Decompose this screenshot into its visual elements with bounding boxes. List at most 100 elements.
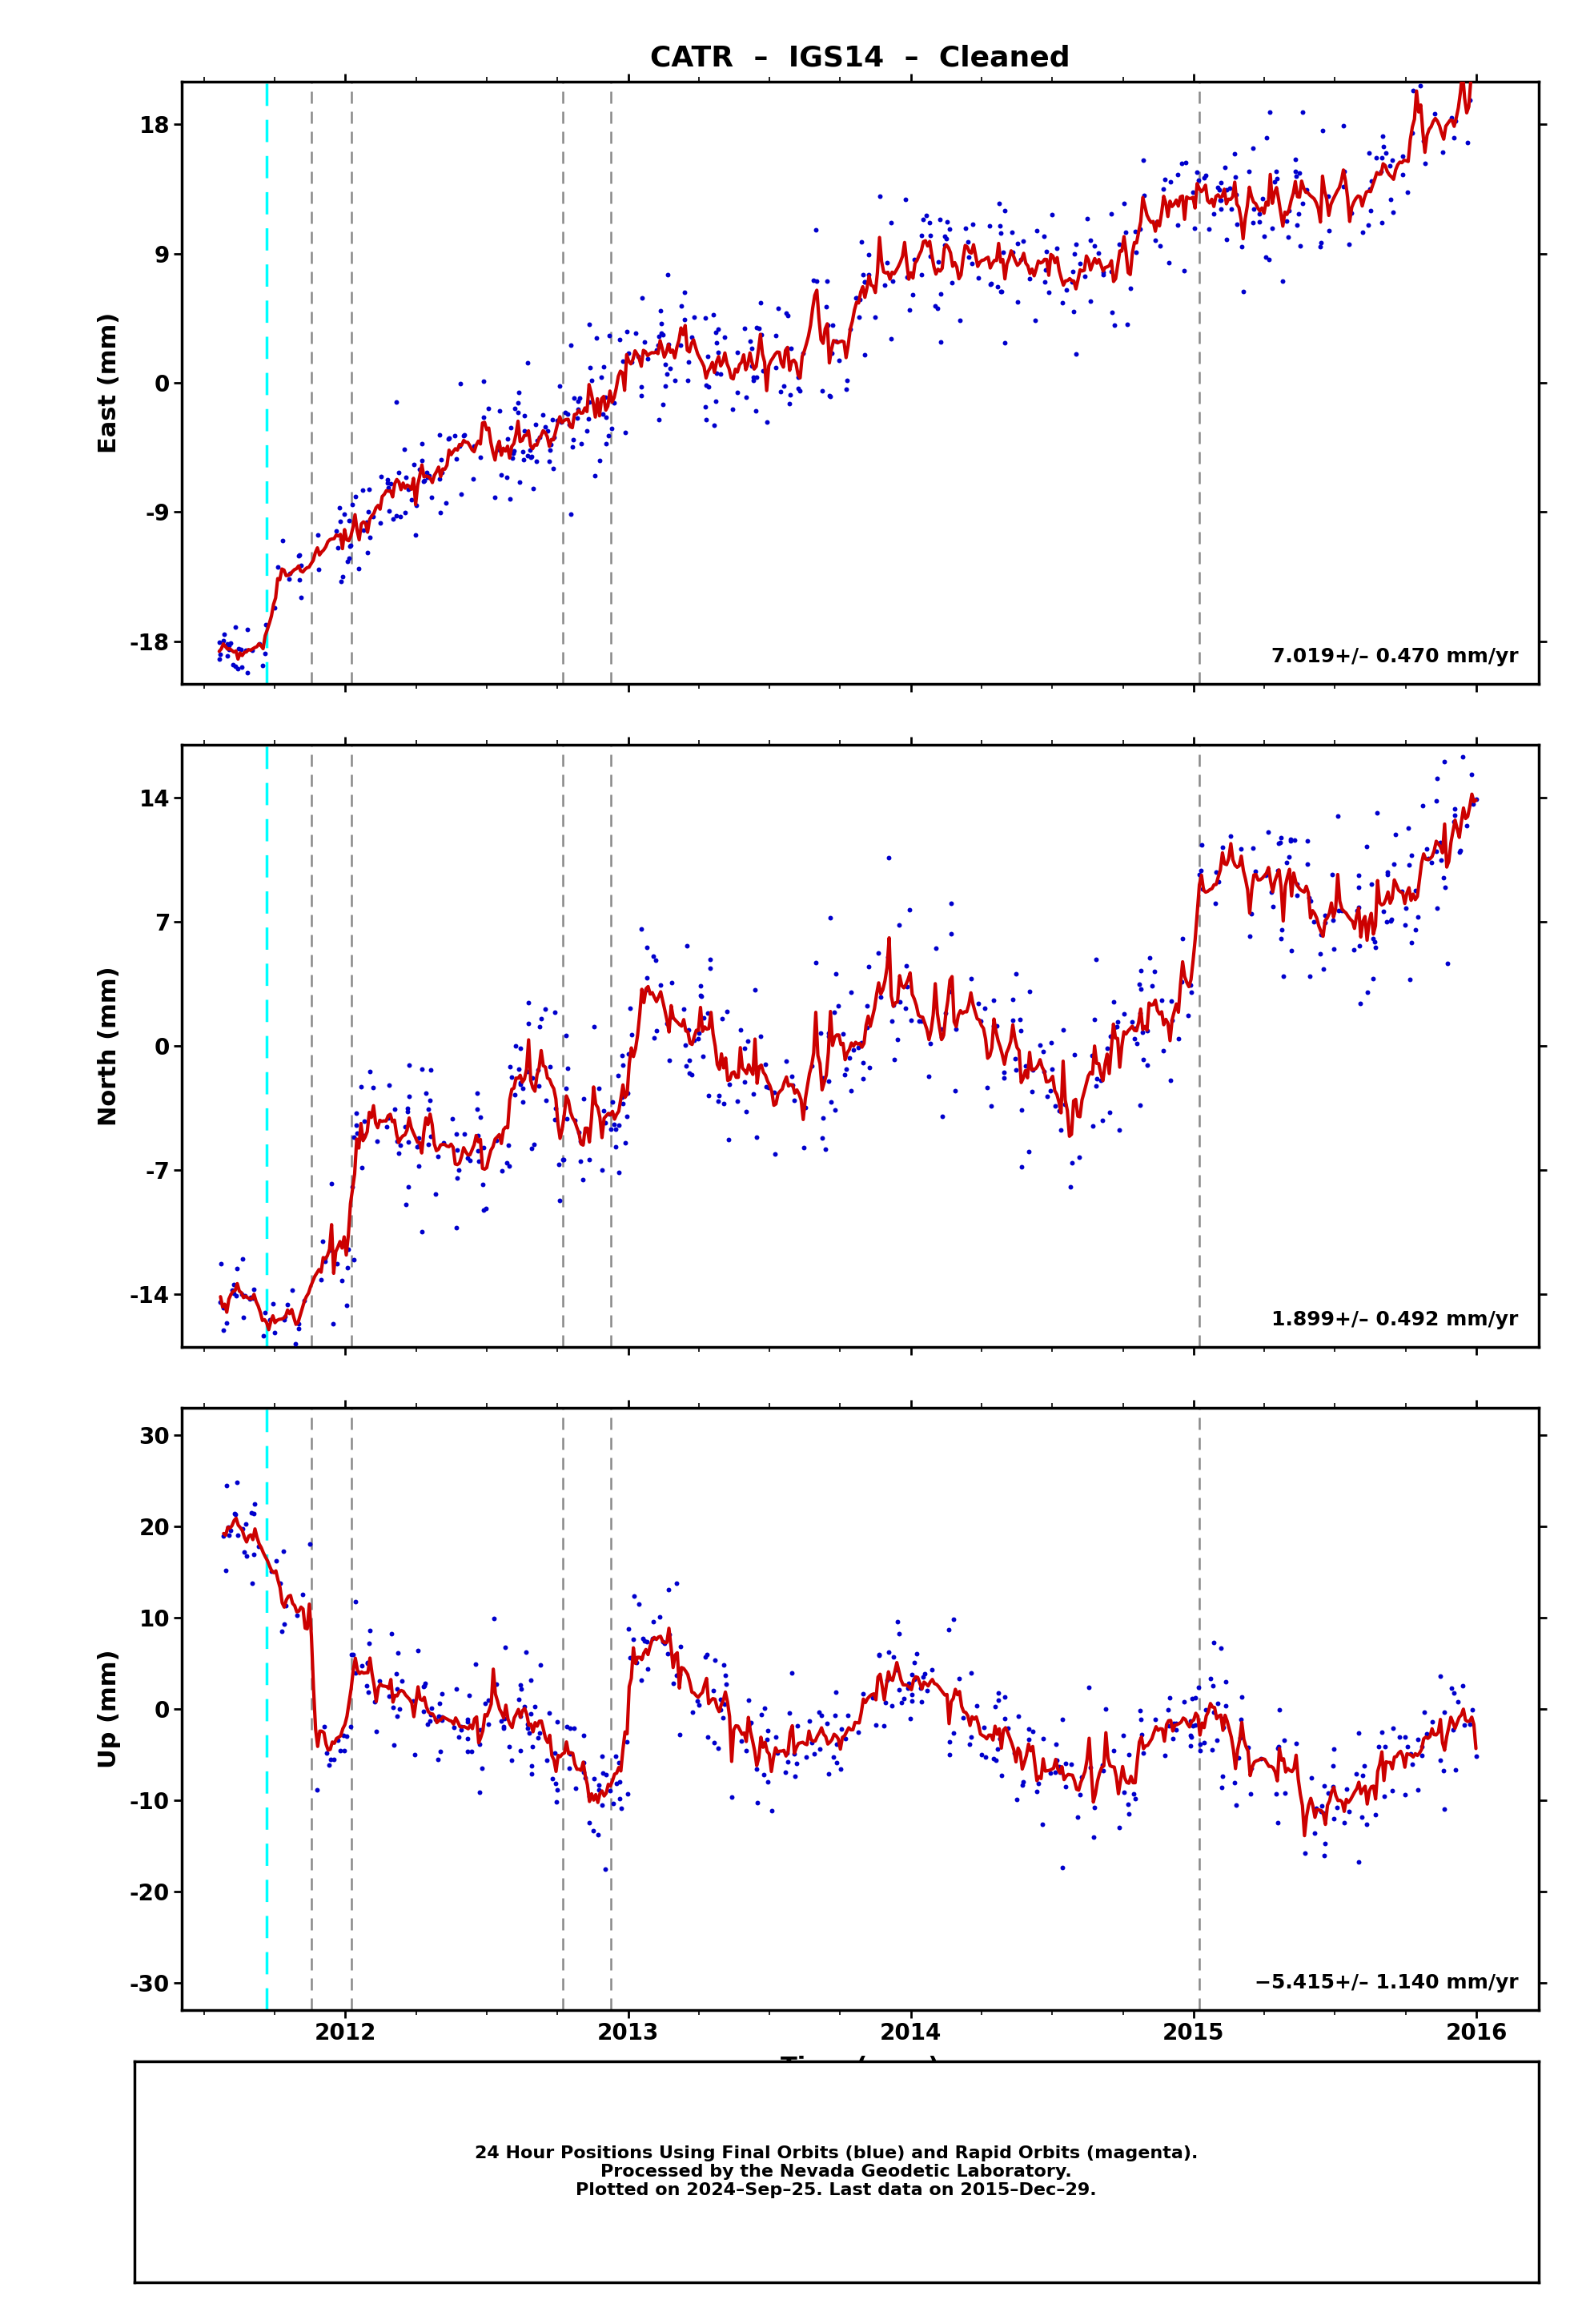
Point [350, 472, 376, 509]
Point [849, 1025, 874, 1062]
Point [499, 1060, 524, 1097]
Point [544, 1771, 570, 1808]
Point [693, 388, 718, 425]
Point [964, 1687, 989, 1724]
Point [273, 1297, 298, 1334]
Point [745, 1785, 770, 1822]
Point [720, 1778, 745, 1815]
Point [216, 632, 241, 669]
Point [585, 1817, 611, 1855]
Point [1150, 170, 1176, 207]
Point [655, 1004, 680, 1041]
Point [262, 588, 287, 625]
Point [342, 1655, 368, 1692]
Point [1458, 49, 1483, 86]
Point [1043, 1727, 1068, 1764]
Point [339, 486, 365, 523]
Point [887, 906, 912, 944]
Point [1221, 1764, 1247, 1801]
Point [857, 256, 882, 293]
Point [1223, 1787, 1248, 1824]
Point [937, 209, 963, 246]
Point [1433, 869, 1458, 906]
Point [290, 1576, 316, 1613]
Point [874, 244, 899, 281]
Point [1124, 1009, 1149, 1046]
Point [429, 1676, 454, 1713]
Point [925, 244, 950, 281]
Point [338, 528, 363, 565]
Point [915, 1671, 940, 1708]
Point [674, 927, 699, 964]
Point [814, 263, 839, 300]
Point [596, 316, 622, 353]
Point [966, 260, 991, 297]
Point [619, 344, 644, 381]
Point [1400, 1745, 1425, 1783]
Point [256, 1339, 281, 1376]
Point [701, 407, 726, 444]
Point [1414, 830, 1439, 867]
Point [1184, 1706, 1209, 1743]
Point [454, 1720, 480, 1757]
Point [238, 1278, 264, 1315]
Point [235, 611, 260, 648]
Point [1177, 1717, 1202, 1755]
Point [1237, 918, 1262, 955]
Point [1321, 1769, 1346, 1806]
Point [1112, 184, 1138, 221]
Point [634, 1622, 660, 1659]
Point [939, 265, 964, 302]
Point [797, 1703, 822, 1741]
Point [420, 479, 445, 516]
Point [486, 432, 511, 469]
Point [511, 442, 537, 479]
Point [732, 1030, 757, 1067]
Point [224, 1278, 249, 1315]
Point [215, 625, 240, 662]
Point [497, 481, 522, 518]
Point [1144, 202, 1169, 239]
Point [667, 1655, 693, 1692]
Point [399, 481, 424, 518]
Point [644, 1013, 669, 1050]
Point [412, 462, 437, 500]
Point [1231, 274, 1256, 311]
Point [825, 342, 851, 379]
Point [1131, 1734, 1157, 1771]
Point [1283, 142, 1308, 179]
Point [568, 1143, 593, 1181]
Point [1212, 149, 1237, 186]
Point [396, 472, 421, 509]
Point [1190, 825, 1215, 862]
Point [1338, 195, 1363, 232]
Point [385, 1671, 410, 1708]
Point [1117, 1736, 1142, 1773]
Point [268, 1564, 294, 1601]
Point [701, 1671, 726, 1708]
Point [663, 363, 688, 400]
Point [808, 1016, 833, 1053]
Point [966, 985, 991, 1023]
Point [1005, 225, 1030, 263]
Point [1303, 1789, 1329, 1827]
Point [881, 985, 906, 1023]
Point [1011, 223, 1037, 260]
Point [754, 1764, 780, 1801]
Point [1213, 221, 1239, 258]
Point [983, 1687, 1008, 1724]
Point [1193, 156, 1218, 193]
Point [514, 1710, 540, 1748]
Point [1010, 1766, 1035, 1803]
Point [857, 948, 882, 985]
Point [705, 1729, 731, 1766]
Point [783, 1757, 808, 1794]
Point [705, 1083, 731, 1120]
Point [510, 432, 535, 469]
Point [1229, 228, 1255, 265]
Point [426, 416, 451, 453]
Point [705, 335, 731, 372]
Point [1313, 904, 1338, 941]
Point [658, 349, 683, 386]
Point [488, 393, 513, 430]
